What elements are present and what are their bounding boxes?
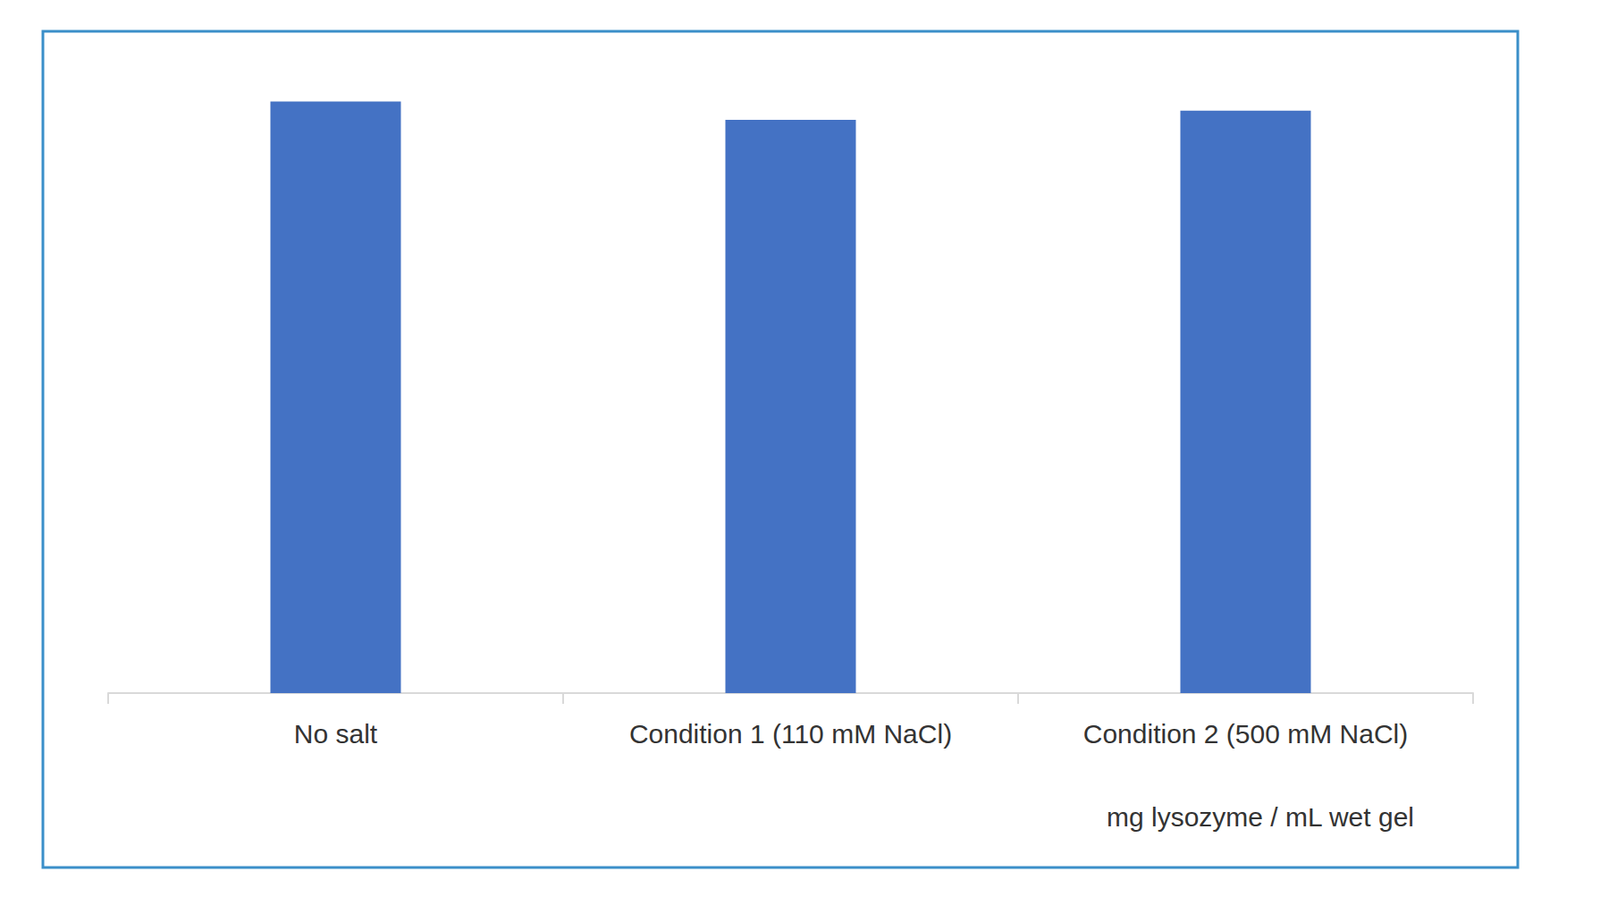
svg-text:No salt: No salt (294, 718, 379, 749)
svg-text:Condition 2 (500 mM NaCl): Condition 2 (500 mM NaCl) (1083, 718, 1408, 749)
svg-text:Condition 1 (110 mM NaCl): Condition 1 (110 mM NaCl) (629, 718, 952, 749)
svg-text:mg lysozyme / mL wet gel: mg lysozyme / mL wet gel (1106, 801, 1415, 832)
